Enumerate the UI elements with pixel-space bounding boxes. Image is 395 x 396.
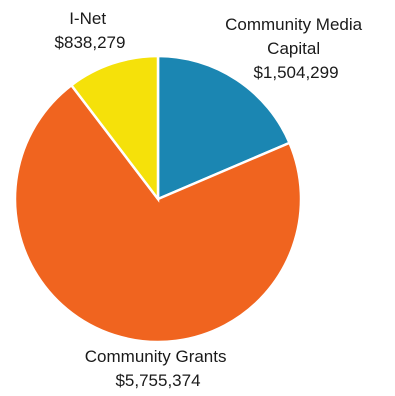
- slice-label-community-grants: Community Grants $5,755,374: [85, 347, 231, 390]
- label-line: Community Grants: [85, 347, 227, 366]
- slice-label-i-net: I-Net $838,279: [55, 9, 126, 52]
- pie-slice-i-net: [69, 54, 160, 203]
- pie-slice-community-media-capital: [156, 54, 292, 201]
- label-line: $5,755,374: [115, 371, 200, 390]
- label-line: $1,504,299: [253, 63, 338, 82]
- pie-labels: Community Media Capital $1,504,299 Commu…: [55, 9, 367, 390]
- pie-slices: [13, 54, 303, 344]
- label-line: $838,279: [55, 33, 126, 52]
- label-line: Community Media: [225, 15, 363, 34]
- label-line: Capital: [267, 39, 320, 58]
- label-line: I-Net: [69, 9, 106, 28]
- slice-label-community-media-capital: Community Media Capital $1,504,299: [225, 15, 367, 82]
- pie-slice-community-grants: [13, 83, 303, 344]
